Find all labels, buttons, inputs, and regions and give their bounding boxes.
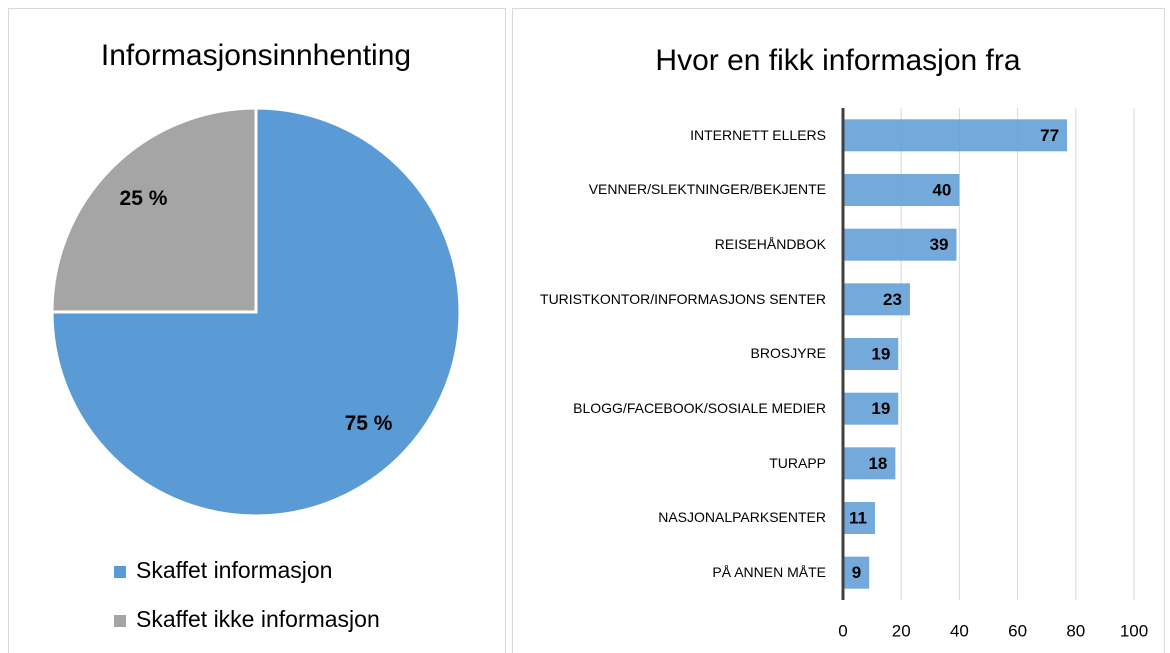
x-tick-label: 100	[1120, 621, 1148, 640]
data-label: 23	[883, 290, 902, 309]
y-tick-label: NASJONALPARKSENTER	[658, 509, 826, 526]
chart-title: Hvor en fikk informasjon fra	[655, 44, 1020, 77]
pie-panel	[8, 8, 506, 653]
y-tick-label: REISEHÅNDBOK	[714, 236, 826, 253]
x-tick-label: 80	[1066, 621, 1085, 640]
data-label: 77	[1040, 126, 1059, 145]
x-tick-label: 40	[950, 621, 969, 640]
bar	[843, 228, 957, 261]
y-tick-label: BLOGG/FACEBOOK/SOSIALE MEDIER	[573, 400, 826, 417]
y-tick-label: VENNER/SLEKTNINGER/BEKJENTE	[588, 181, 826, 198]
y-tick-label: TURISTKONTOR/INFORMASJONS SENTER	[540, 290, 826, 307]
bar	[843, 338, 899, 370]
x-tick-label: 0	[838, 621, 847, 640]
bar	[843, 447, 896, 480]
bar	[843, 556, 870, 589]
data-label: 9	[852, 563, 861, 582]
y-tick-label: PÅ ANNEN MÅTE	[712, 564, 826, 581]
legend-swatch	[114, 615, 126, 627]
data-label: 18	[868, 454, 887, 473]
y-tick-label: TURAPP	[769, 454, 826, 471]
legend-swatch	[114, 566, 126, 578]
data-label: 25 %	[120, 187, 168, 210]
data-label: 75 %	[345, 412, 393, 435]
y-tick-label: INTERNETT ELLERS	[690, 126, 826, 143]
bar	[843, 174, 960, 206]
pie-slice	[50, 106, 258, 314]
legend-label: Skaffet ikke informasjon	[136, 606, 380, 632]
bar	[843, 392, 899, 425]
x-tick-label: 20	[892, 621, 911, 640]
bar-panel	[512, 8, 1165, 653]
data-label: 19	[871, 344, 890, 363]
bar	[843, 502, 876, 534]
legend-label: Skaffet informasjon	[136, 557, 332, 583]
data-label: 39	[930, 235, 949, 254]
data-label: 19	[871, 399, 890, 418]
bar	[843, 283, 910, 316]
data-label: 11	[849, 508, 867, 527]
data-label: 40	[932, 180, 951, 199]
chart-title: Informasjonsinnhenting	[101, 39, 411, 72]
x-tick-label: 60	[1008, 621, 1027, 640]
y-tick-label: BROSJYRE	[750, 345, 826, 362]
bar	[843, 119, 1068, 152]
